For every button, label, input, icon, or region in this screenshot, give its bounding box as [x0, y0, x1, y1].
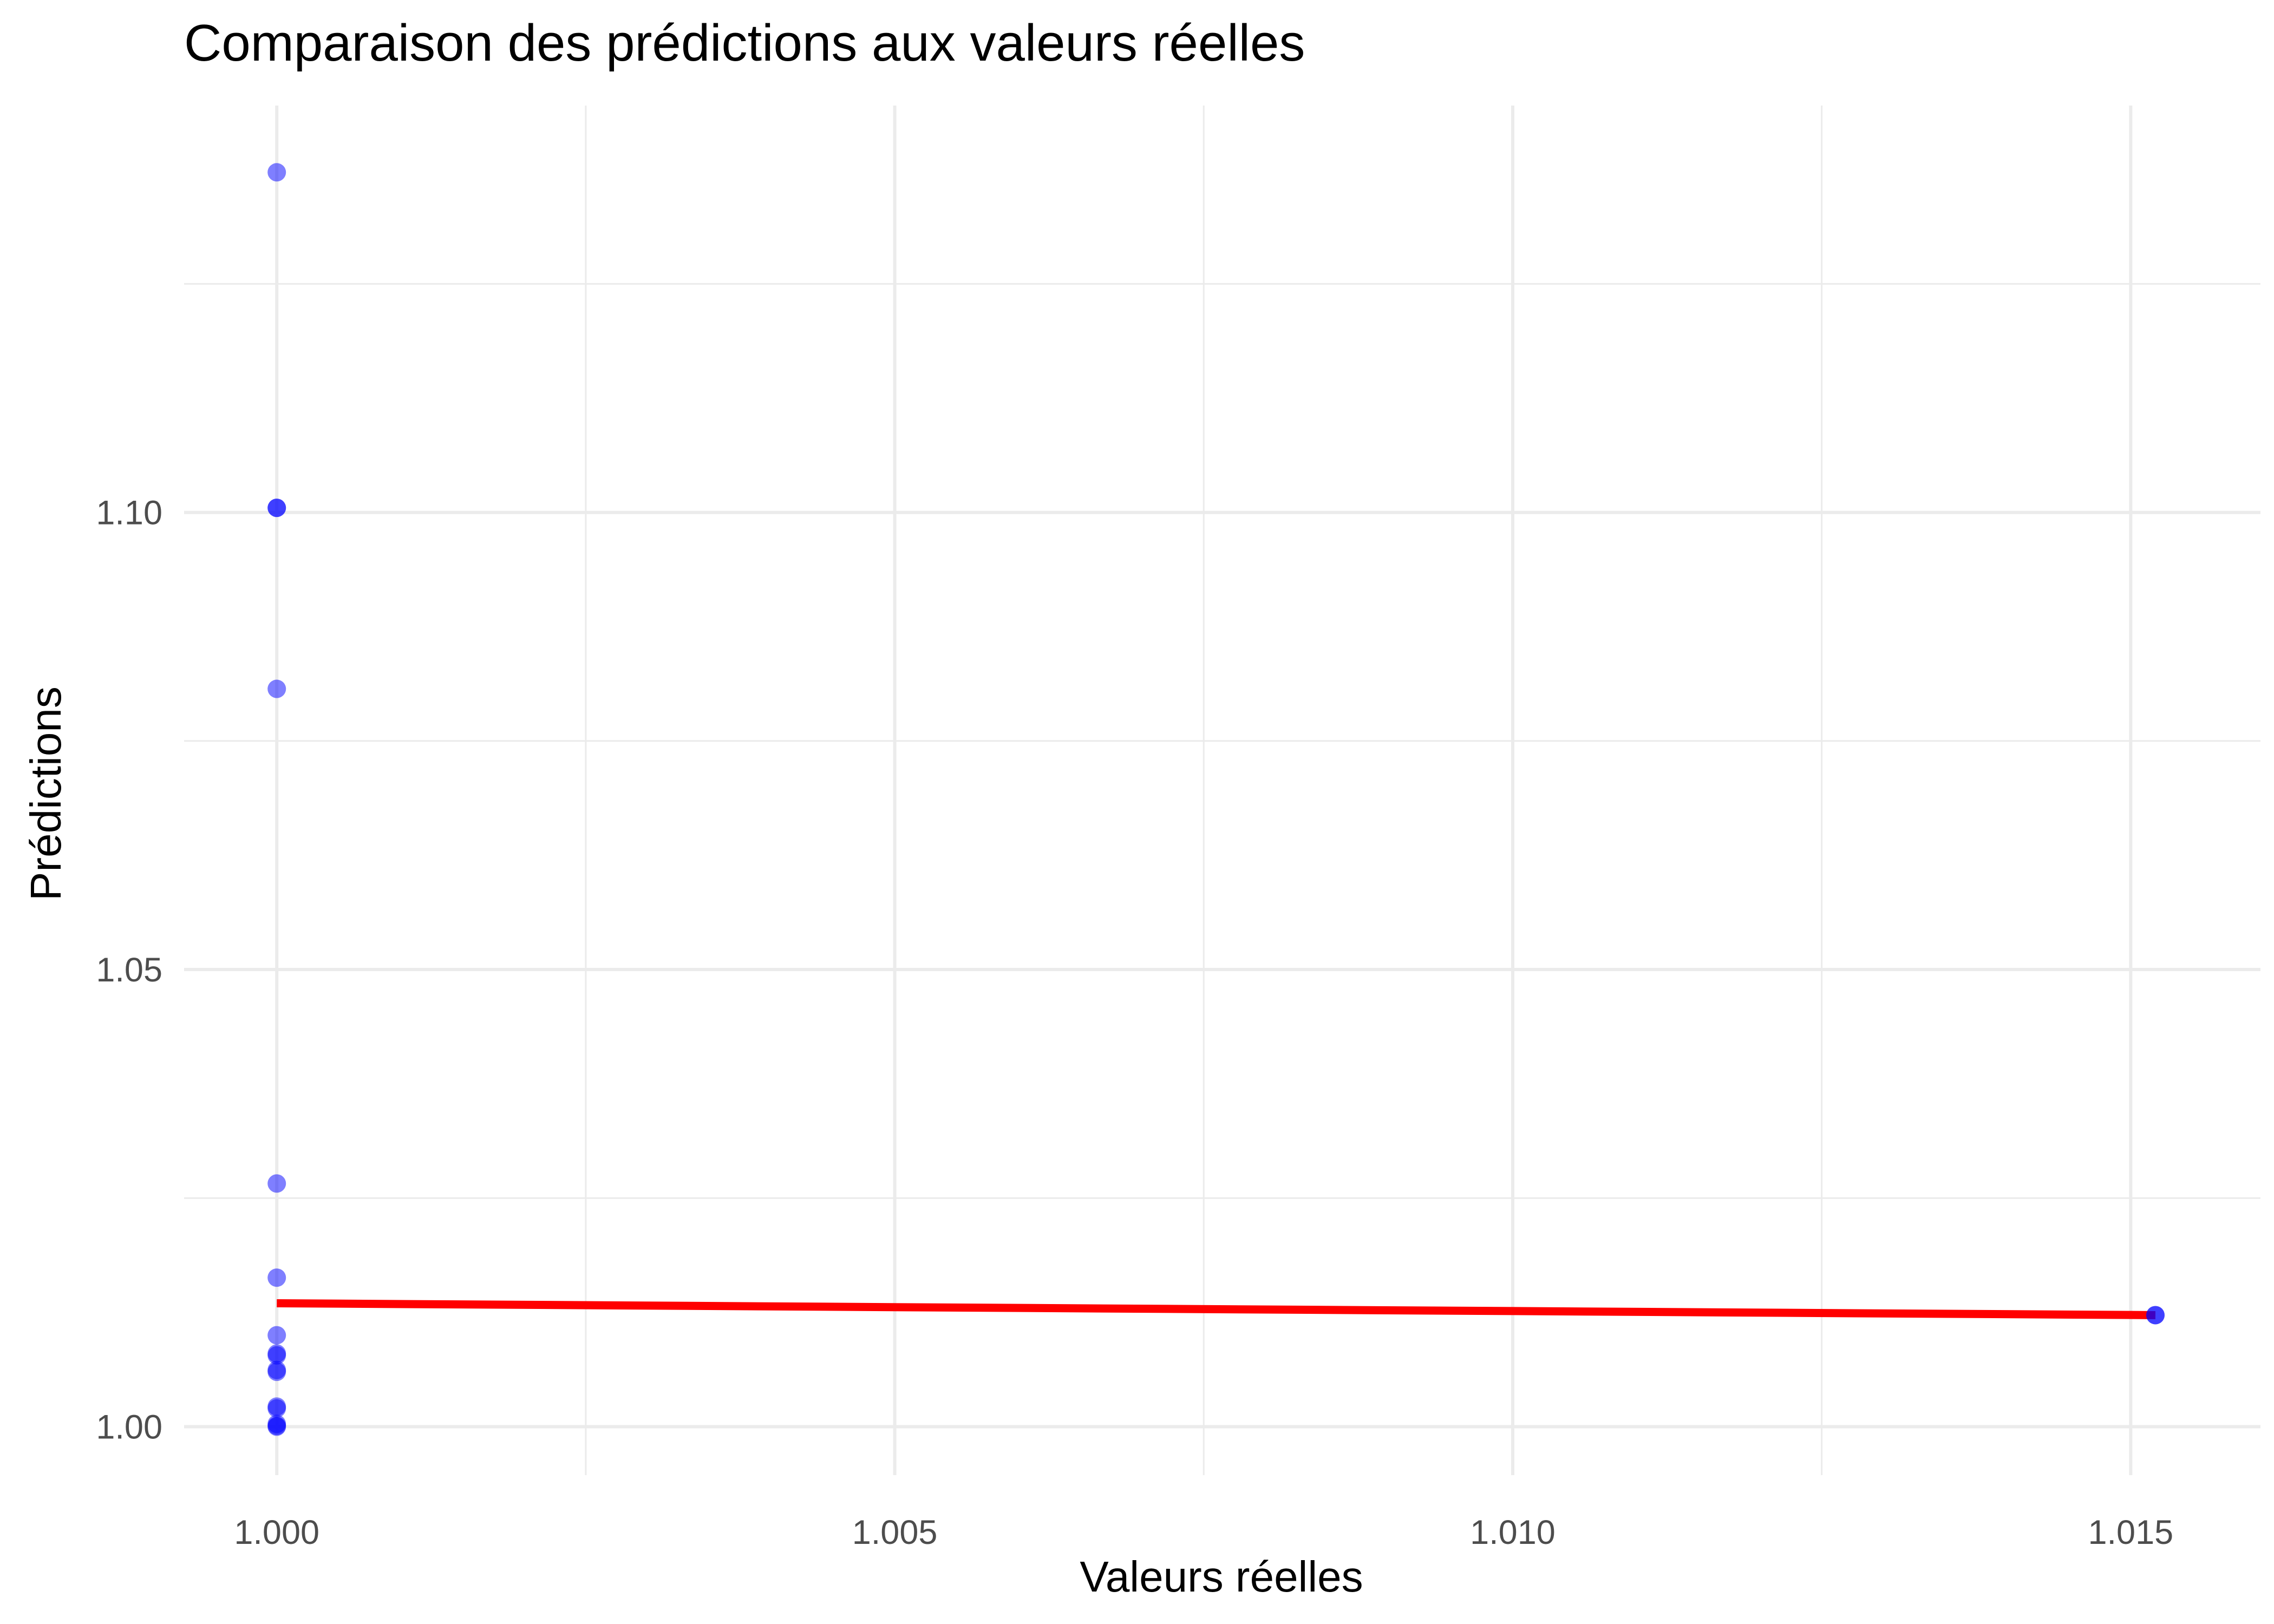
- data-point: [267, 1417, 286, 1436]
- grid-lines: [184, 106, 2260, 1475]
- x-tick-label: 1.005: [852, 1514, 938, 1551]
- data-point: [267, 1346, 286, 1365]
- data-point: [267, 1174, 286, 1193]
- data-point: [267, 499, 286, 518]
- data-points: [267, 163, 2165, 1436]
- data-point: [267, 163, 286, 182]
- x-tick-label: 1.015: [2088, 1514, 2173, 1551]
- x-axis-ticks: 1.000 1.005 1.010 1.015: [234, 1514, 2173, 1551]
- y-tick-label: 1.00: [96, 1408, 162, 1446]
- data-point: [267, 1268, 286, 1287]
- data-point: [267, 1399, 286, 1418]
- chart-title: Comparaison des prédictions aux valeurs …: [184, 14, 1305, 72]
- data-point: [267, 1326, 286, 1345]
- x-axis-title: Valeurs réelles: [1080, 1553, 1363, 1601]
- x-tick-label: 1.010: [1470, 1514, 1556, 1551]
- y-axis-title: Prédictions: [22, 686, 70, 901]
- data-point: [267, 679, 286, 698]
- y-axis-ticks: 1.00 1.05 1.10: [96, 494, 162, 1446]
- y-tick-label: 1.10: [96, 494, 162, 532]
- x-tick-label: 1.000: [234, 1514, 319, 1551]
- y-tick-label: 1.05: [96, 951, 162, 989]
- trend-line-group: [277, 1299, 2156, 1319]
- data-point: [2146, 1306, 2165, 1325]
- data-point: [267, 1363, 286, 1381]
- trend-line: [277, 1299, 2156, 1319]
